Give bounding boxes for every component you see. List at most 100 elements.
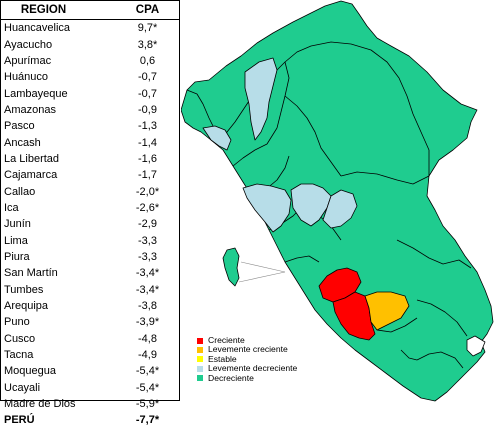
- table-row: La Libertad -1,6: [1, 151, 179, 167]
- legend-swatch: [197, 356, 203, 363]
- cpa-value: -4,9: [138, 349, 157, 362]
- region-name: Tumbes: [4, 283, 44, 296]
- region-name: Cusco: [4, 332, 36, 345]
- legend-label: Levemente creciente: [208, 344, 288, 355]
- region-name: San Martín: [4, 267, 58, 280]
- legend-item: Estable: [197, 353, 297, 364]
- table-body: Huancavelica 9,7* Ayacucho 3,8* Apurímac 0,6 H…: [1, 20, 179, 429]
- region-name: Huánuco: [4, 71, 49, 84]
- border-ucayali-west: [340, 171, 430, 185]
- region-name: Amazonas: [4, 103, 56, 116]
- table-row: Lambayeque -0,7: [1, 85, 179, 101]
- table-row: Puno -3,9*: [1, 314, 179, 330]
- legend-item: Levemente decreciente: [197, 363, 298, 374]
- cpa-value: -0,7: [138, 87, 157, 100]
- table-row: Pasco -1,3: [1, 118, 179, 134]
- region-ancash: [242, 183, 292, 233]
- cpa-value: -3,3: [138, 234, 157, 247]
- table-row: Huancavelica 9,7*: [1, 20, 179, 37]
- legend-label: Estable: [208, 353, 237, 364]
- region-name: Puno: [4, 316, 30, 329]
- region-name: Callao: [4, 185, 36, 198]
- cpa-value: -2,6*: [135, 201, 160, 214]
- region-huancavelica: [318, 267, 362, 303]
- cpa-value: -5,9*: [135, 398, 160, 411]
- region-pasco: [322, 189, 358, 229]
- region-name: Ica: [4, 201, 19, 214]
- table-row: Cusco -4,8: [1, 331, 179, 347]
- cpa-value: -3,9*: [135, 316, 160, 329]
- cpa-value: -5,4*: [135, 381, 160, 394]
- region-name: Ucayali: [4, 381, 41, 394]
- border-arequipa-moquegua: [400, 349, 418, 361]
- region-name: Huancavelica: [4, 22, 71, 35]
- cpa-value: -1,4: [138, 136, 157, 149]
- region-column-header: REGION: [1, 1, 116, 20]
- border-la-libertad: [232, 127, 278, 167]
- cpa-value: -3,4*: [135, 283, 160, 296]
- table-row: Cajamarca -1,7: [1, 167, 179, 183]
- legend-label: Levemente decreciente: [208, 363, 298, 374]
- border-cusco-madre-de-dios: [396, 239, 472, 269]
- table-row: Tumbes -3,4*: [1, 282, 179, 298]
- table-row: Ayacucho 3,8*: [1, 36, 179, 52]
- cpa-value: -4,8: [138, 332, 157, 345]
- table-row: Madre de Dios -5,9*: [1, 396, 179, 412]
- cpa-column-header: CPA: [116, 1, 179, 20]
- region-name: Madre de Dios: [4, 398, 76, 411]
- table-row: Junín -2,9: [1, 216, 179, 232]
- cpa-value: 3,8*: [137, 38, 158, 51]
- region-name: Lima: [4, 234, 28, 247]
- border-arequipa-north: [376, 317, 418, 333]
- cpa-table: REGION CPA Huancavelica 9,7* Ayacucho 3,8* A…: [1, 1, 179, 429]
- region-name: Pasco: [4, 120, 35, 133]
- border-tumbes-piura: [186, 89, 204, 105]
- cpa-value: -5,4*: [135, 365, 160, 378]
- cpa-value: -0,7: [138, 71, 157, 84]
- table-row: Ancash -1,4: [1, 134, 179, 150]
- table-row: Lima -3,3: [1, 232, 179, 248]
- total-cpa-value: -7,7*: [135, 414, 160, 427]
- cpa-value: -1,7: [138, 169, 157, 182]
- region-name: Tacna: [4, 349, 34, 362]
- region-ayacucho: [332, 291, 376, 341]
- legend-item: Creciente: [197, 335, 297, 345]
- legend-swatch: [197, 337, 203, 344]
- table-row: Huánuco -0,7: [1, 69, 179, 85]
- table-total-row: PERÚ -7,7*: [1, 412, 179, 428]
- total-region-name: PERÚ: [4, 414, 35, 427]
- cpa-value: -2,9: [138, 218, 157, 231]
- map-legend: Creciente Levemente creciente Estable Levem…: [197, 335, 298, 383]
- cpa-value: -1,3: [138, 120, 157, 133]
- peru-map-svg: [181, 0, 494, 402]
- peru-map: [181, 0, 500, 403]
- legend-swatch: [197, 375, 203, 382]
- legend-swatch: [197, 365, 203, 372]
- cpa-value: 0,6: [139, 54, 156, 67]
- cpa-value: -2,0*: [135, 185, 160, 198]
- region-name: Ayacucho: [4, 38, 53, 51]
- region-apurimac: [364, 291, 410, 331]
- table-row: Ucayali -5,4*: [1, 380, 179, 396]
- cpa-value: -3,8: [138, 300, 157, 313]
- border-ica-north: [284, 255, 320, 263]
- table-row: Tacna -4,9: [1, 347, 179, 363]
- legend-label: Decreciente: [208, 372, 254, 383]
- legend-label: Creciente: [208, 335, 245, 345]
- callao-inset-leader: [240, 261, 286, 273]
- lake-titicaca: [466, 335, 486, 357]
- region-name: Apurímac: [4, 54, 52, 67]
- border-moquegua-tacna: [416, 351, 464, 369]
- table-header-row: REGION CPA: [1, 1, 179, 20]
- legend-item: Levemente creciente: [197, 344, 297, 355]
- cpa-value: -0,9: [138, 103, 157, 116]
- table-row: Ica -2,6*: [1, 200, 179, 216]
- region-lambayeque: [202, 125, 232, 151]
- cpa-value: -3,3: [138, 250, 157, 263]
- callao-inset-leader-2: [238, 271, 286, 283]
- border-cusco-puno: [416, 299, 468, 337]
- region-amazonas: [244, 57, 278, 141]
- region-cpa-table: REGION CPA Huancavelica 9,7* Ayacucho 3,8* A…: [0, 0, 180, 426]
- table-row: Moquegua -5,4*: [1, 363, 179, 379]
- legend-swatch: [197, 347, 203, 354]
